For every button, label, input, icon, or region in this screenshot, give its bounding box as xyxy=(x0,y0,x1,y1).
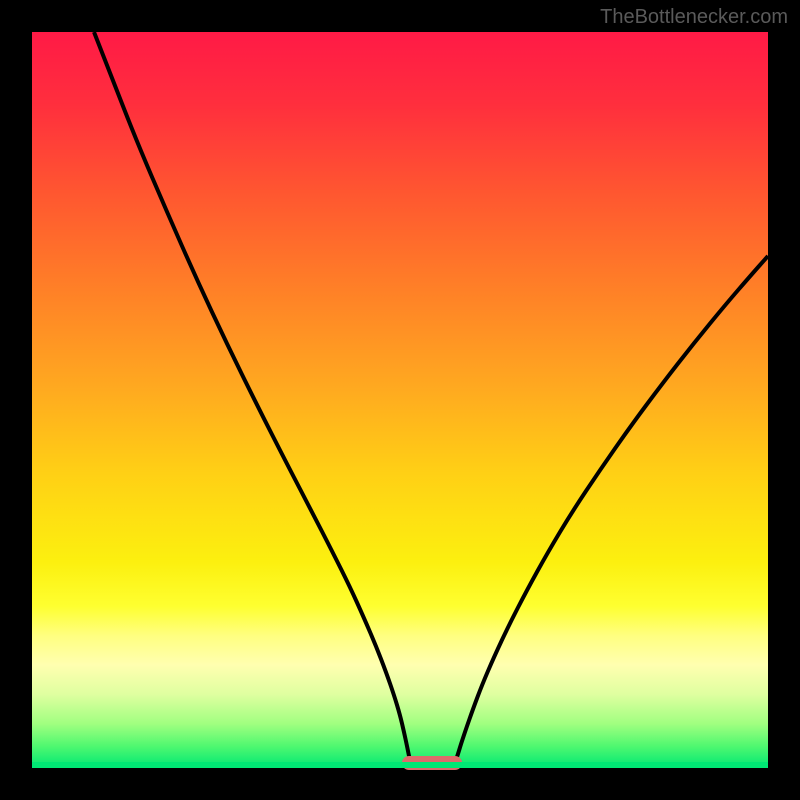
bottom-strip xyxy=(32,762,768,768)
left-curve xyxy=(94,32,410,760)
right-curve xyxy=(456,256,768,760)
watermark-text: TheBottlenecker.com xyxy=(600,6,788,29)
chart-container xyxy=(32,32,768,768)
curve-overlay xyxy=(32,32,768,768)
